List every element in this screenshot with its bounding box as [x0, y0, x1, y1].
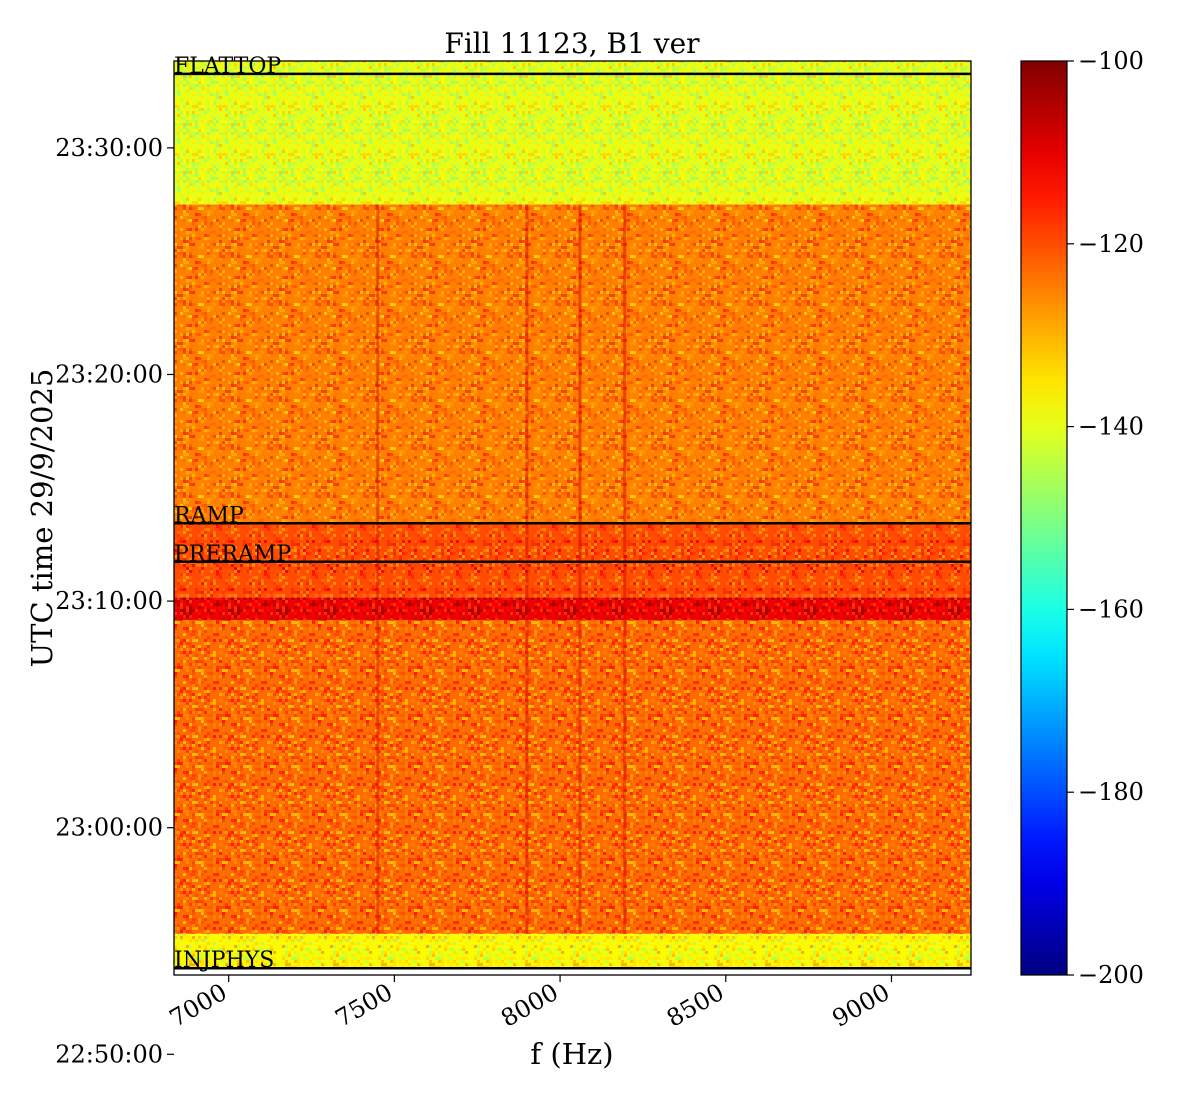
y-tick-label: 23:10:00 [55, 587, 163, 615]
x-axis: 7000 7500 8000 8500 9000 [165, 975, 895, 1033]
x-tick-label: 8000 [496, 978, 563, 1033]
chart-title: Fill 11123, B1 ver [444, 27, 700, 60]
colorbar: −100 −120 −140 −160 −180 −200 [1020, 47, 1144, 989]
y-tick-label: 23:20:00 [55, 360, 163, 388]
y-axis-label: UTC time 29/9/2025 [25, 369, 59, 668]
heatmap-region [174, 523, 971, 598]
heatmap-region [174, 204, 971, 524]
y-tick-label: 22:50:00 [55, 1040, 163, 1068]
heatmap-plot [174, 61, 971, 969]
phase-label: INJPHYS [174, 948, 274, 973]
x-axis-label: f (Hz) [530, 1037, 613, 1071]
heatmap-region [174, 61, 971, 205]
x-tick-label: 7500 [330, 978, 397, 1033]
x-tick-label: 8500 [662, 978, 729, 1033]
colorbar-tick-label: −160 [1078, 595, 1144, 623]
colorbar-tick-label: −180 [1078, 778, 1144, 806]
phase-markers: INJPHYS PRERAMP RAMP FLATTOP [174, 54, 971, 973]
heatmap-region [174, 933, 971, 969]
plot-frame [173, 60, 972, 976]
x-tick-label: 9000 [828, 978, 895, 1033]
x-tick-label: 7000 [165, 978, 232, 1033]
colorbar-tick-label: −140 [1078, 413, 1144, 441]
phase-label: FLATTOP [174, 54, 281, 79]
colorbar-tick-label: −120 [1078, 230, 1144, 258]
phase-label: RAMP [174, 503, 244, 528]
y-axis: 22:50:00 23:00:00 23:10:00 23:20:00 23:30:00 [55, 134, 174, 1068]
colorbar-tick-label: −200 [1078, 961, 1144, 989]
phase-label: PRERAMP [174, 542, 291, 567]
colorbar-tick-label: −100 [1078, 47, 1144, 75]
colorbar-gradient [1020, 60, 1068, 976]
heatmap-region [174, 597, 971, 620]
y-tick-label: 23:30:00 [55, 134, 163, 162]
heatmap-region [174, 619, 971, 934]
y-tick-label: 23:00:00 [55, 814, 163, 842]
